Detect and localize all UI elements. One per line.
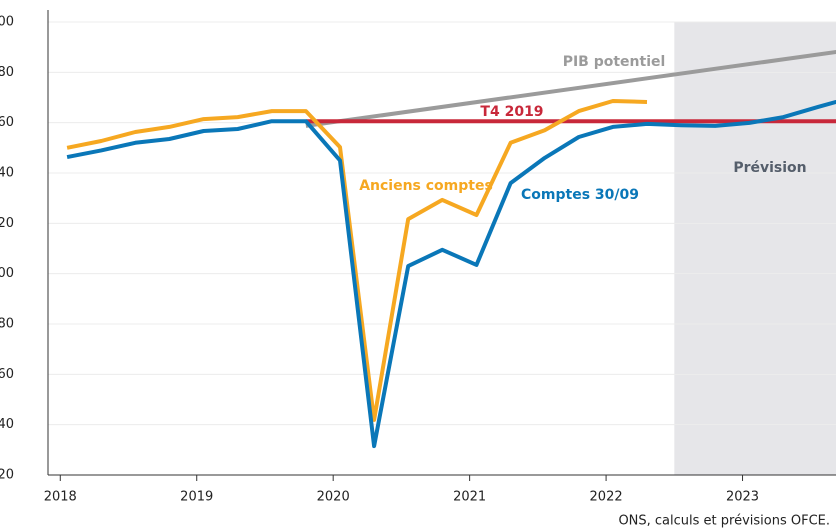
y-tick-label: 580	[0, 65, 14, 80]
x-tick-label: 2020	[317, 490, 350, 505]
forecast-label: Prévision	[733, 160, 806, 176]
x-tick-label: 2019	[180, 490, 213, 505]
grid	[47, 10, 836, 481]
series-label: Anciens comptes	[359, 178, 493, 194]
y-tick-label: 460	[0, 367, 14, 382]
x-tick-label: 2023	[726, 490, 759, 505]
y-tick-label: 420	[0, 468, 14, 483]
y-tick-label: 520	[0, 216, 14, 231]
series-label: Comptes 30/09	[521, 187, 639, 203]
source: ONS, calculs et prévisions OFCE.	[618, 514, 830, 529]
lines	[66, 49, 836, 449]
y-tick-label: 500	[0, 266, 14, 281]
x-tick-label: 2021	[453, 490, 486, 505]
x-tick-label: 2018	[44, 490, 77, 505]
series-line	[66, 99, 648, 422]
x-tick-label: 2022	[590, 490, 623, 505]
series-line	[305, 49, 836, 128]
y-tick-label: 600	[0, 15, 14, 30]
y-tick-label: 480	[0, 317, 14, 332]
y-tick-label: 440	[0, 417, 14, 432]
y-tick-label: 560	[0, 115, 14, 130]
series-label: PIB potentiel	[563, 54, 666, 70]
y-tick-label: 540	[0, 166, 14, 181]
forecast-area	[674, 22, 836, 475]
series-label: T4 2019	[480, 104, 543, 120]
plot-background	[674, 22, 836, 475]
labels: Prévision 420 440 460 480 500 520 540 560 580 600 2…	[0, 15, 807, 505]
series-line	[66, 99, 836, 449]
